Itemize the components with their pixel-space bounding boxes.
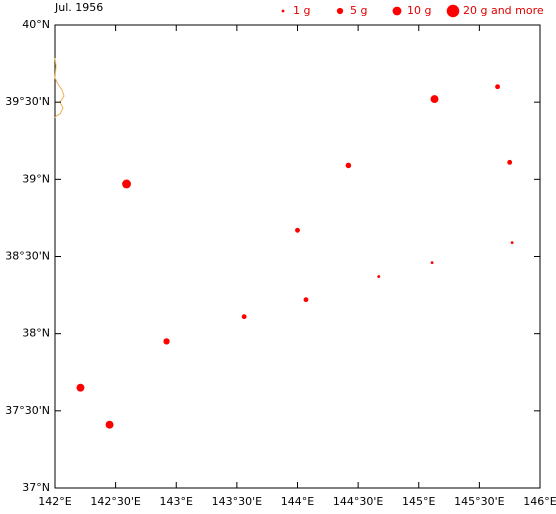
- y-tick-label: 37°N: [22, 481, 50, 494]
- legend-label: 1 g: [293, 4, 310, 17]
- x-tick-label: 143°E: [160, 495, 193, 508]
- legend-label: 10 g: [407, 4, 431, 17]
- y-tick-label: 38°N: [22, 327, 50, 340]
- chart-title: Jul. 1956: [54, 1, 103, 14]
- catch-point: [241, 314, 247, 320]
- x-tick-label: 142°E: [38, 495, 71, 508]
- x-tick-label: 144°E: [281, 495, 314, 508]
- legend-marker: [446, 4, 460, 18]
- coastline: [54, 57, 65, 119]
- catch-point: [510, 241, 514, 245]
- catch-point: [345, 162, 352, 169]
- catch-point: [76, 383, 85, 392]
- legend-marker: [281, 9, 285, 13]
- legend-label: 5 g: [350, 4, 367, 17]
- frame: [54, 24, 541, 489]
- catch-point: [430, 261, 434, 265]
- catch-point: [295, 227, 300, 233]
- y-tick-label: 40°N: [22, 18, 50, 31]
- y-tick-label: 39°N: [22, 172, 50, 185]
- legend-marker: [392, 6, 402, 16]
- y-tick-label: 37°30'N: [5, 404, 50, 417]
- legend-label: 20 g and more: [463, 4, 544, 17]
- catch-point: [303, 297, 309, 303]
- catch-point: [507, 159, 513, 165]
- x-tick-label: 143°30'E: [212, 495, 263, 508]
- catch-point: [495, 84, 500, 90]
- x-tick-label: 142°30'E: [90, 495, 141, 508]
- catch-point: [163, 338, 170, 345]
- catch-point: [430, 95, 439, 104]
- x-tick-label: 146°E: [523, 495, 556, 508]
- x-tick-label: 144°30'E: [333, 495, 384, 508]
- catch-point: [122, 179, 131, 189]
- catch-point: [105, 420, 114, 429]
- legend-marker: [336, 7, 344, 15]
- x-tick-label: 145°E: [402, 495, 435, 508]
- catch-point: [377, 275, 381, 278]
- y-tick-label: 39°30'N: [5, 95, 50, 108]
- x-tick-label: 145°30'E: [454, 495, 505, 508]
- y-tick-label: 38°30'N: [5, 250, 50, 263]
